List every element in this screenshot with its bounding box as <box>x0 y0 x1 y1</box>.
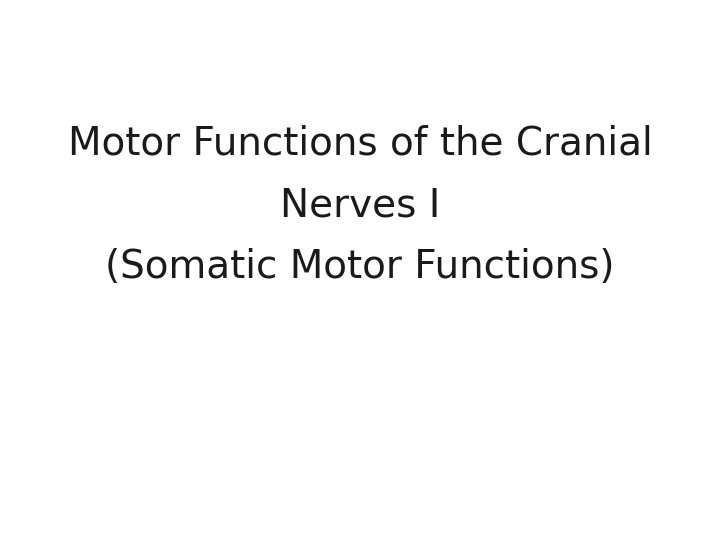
Text: (Somatic Motor Functions): (Somatic Motor Functions) <box>105 248 615 286</box>
Text: Motor Functions of the Cranial: Motor Functions of the Cranial <box>68 124 652 162</box>
Text: Nerves I: Nerves I <box>280 186 440 224</box>
